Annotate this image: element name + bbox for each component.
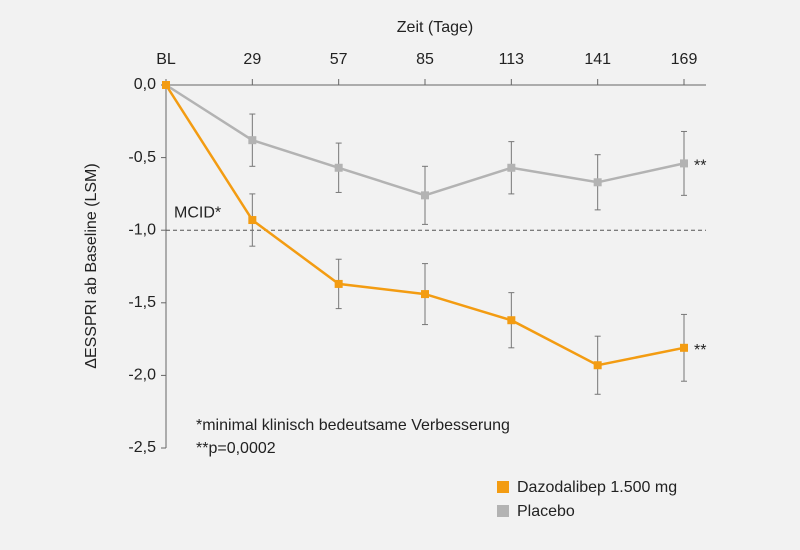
point [248,136,257,145]
x-tick-label: BL [156,51,176,68]
reference-label: MCID* [174,204,221,221]
y-axis-title: ΔESSPRI ab Baseline (LSM) [83,163,100,368]
point [334,279,343,288]
significance-label: ** [694,158,706,175]
x-axis-title: Zeit (Tage) [397,19,473,36]
footnote: **p=0,0002 [196,440,276,457]
x-tick-label: 113 [499,51,525,68]
point [593,178,602,187]
y-tick-label: -0,5 [128,149,156,166]
point [334,163,343,172]
point [421,191,429,200]
legend-swatch [497,481,509,493]
legend-label: Placebo [517,503,575,520]
point [680,343,688,352]
footnote: *minimal klinisch bedeutsame Verbesserun… [196,417,510,434]
significance-label: ** [694,342,706,359]
point [162,81,170,89]
y-tick-label: 0,0 [134,76,156,93]
x-tick-label: 29 [243,51,261,68]
y-tick-label: -2,5 [128,439,156,456]
y-tick-label: -1,5 [128,294,156,311]
legend-swatch [497,505,509,517]
point [421,290,429,299]
point [248,216,257,225]
point [507,163,516,172]
legend-label: Dazodalibep 1.500 mg [517,479,677,496]
x-tick-label: 169 [671,51,698,68]
point [593,361,602,370]
y-tick-label: -2,0 [128,367,156,384]
x-tick-label: 85 [416,51,434,68]
x-tick-label: 57 [330,51,348,68]
point [507,316,516,325]
point [680,159,688,168]
x-tick-label: 141 [584,51,611,68]
y-tick-label: -1,0 [128,221,156,238]
